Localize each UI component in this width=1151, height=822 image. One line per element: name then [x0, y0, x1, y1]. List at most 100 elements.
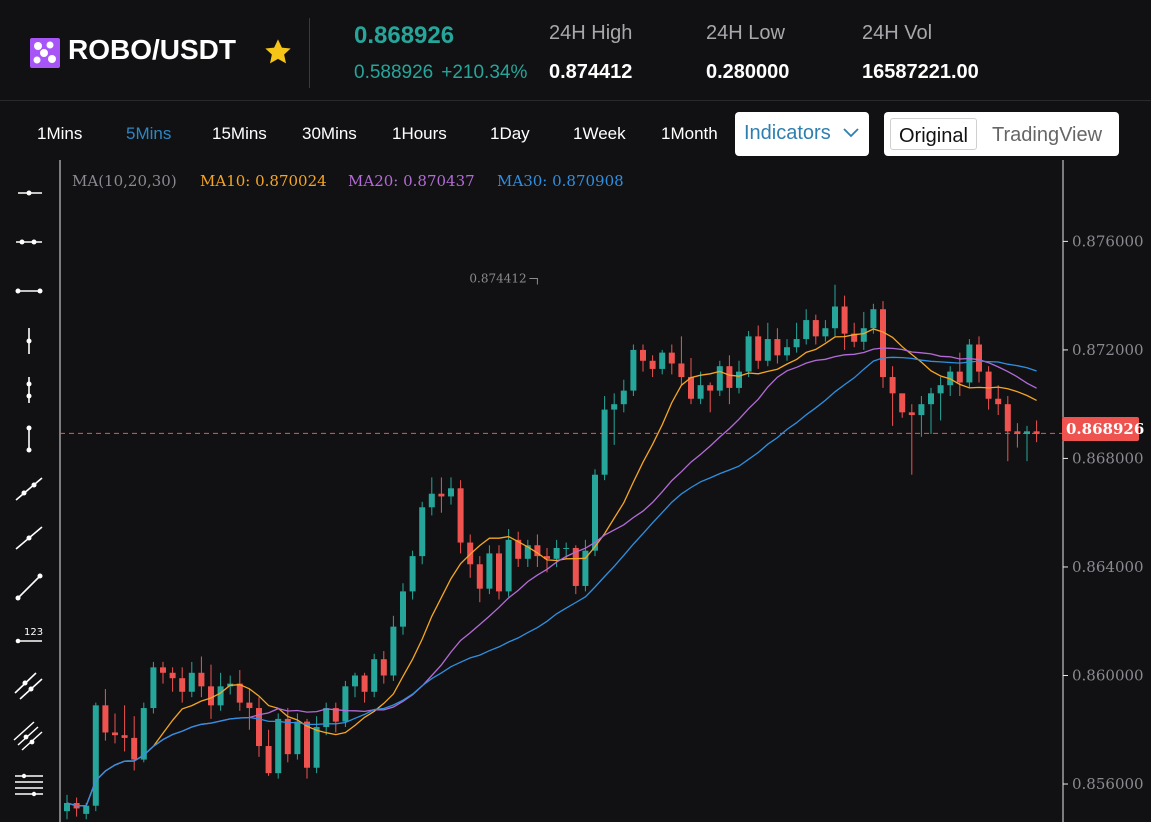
candle-body — [620, 390, 627, 405]
timeframe-15mins[interactable]: 15Mins — [212, 124, 267, 143]
price-tick-label: 0.864000 — [1072, 558, 1144, 576]
candle — [265, 729, 272, 776]
candle-body — [476, 564, 483, 589]
candle-body — [937, 385, 944, 394]
candle-body — [208, 686, 214, 706]
ma20-value: MA20: 0.870437 — [348, 172, 475, 190]
candle-body — [160, 667, 166, 673]
candle-body — [217, 686, 224, 706]
candle — [755, 325, 762, 369]
candle-body — [361, 675, 368, 692]
candle-body — [524, 545, 531, 559]
chevron-down-icon — [843, 128, 859, 138]
candle — [668, 344, 675, 375]
vertical-line-icon[interactable] — [12, 422, 46, 456]
triple-channel-icon[interactable] — [12, 718, 46, 752]
timeframe-1day[interactable]: 1Day — [490, 124, 530, 143]
candle — [304, 718, 310, 779]
candle — [380, 651, 387, 684]
candle — [198, 656, 205, 698]
timeframe-1month[interactable]: 1Month — [661, 124, 718, 143]
candlestick-chart[interactable]: 0.856000 0.860000 0.864000 0.868000 0.872000… — [0, 160, 1151, 822]
candle-body — [764, 339, 771, 361]
favorite-star-icon[interactable] — [262, 36, 294, 68]
indicators-dropdown[interactable]: Indicators — [735, 112, 869, 156]
price-tick-label: 0.876000 — [1072, 232, 1144, 250]
stat-value: 0.280000 — [706, 61, 790, 83]
stat-24h-vol: 24H Vol 16587221.00 — [862, 22, 979, 83]
horizontal-segment-icon[interactable] — [12, 274, 46, 308]
candle-body — [985, 371, 992, 399]
candle — [1004, 396, 1011, 462]
fibonacci-icon[interactable] — [12, 768, 46, 802]
candle — [956, 352, 963, 397]
candle — [995, 385, 1002, 416]
candle — [812, 314, 819, 345]
timeframe-30mins[interactable]: 30Mins — [302, 124, 357, 143]
candle — [774, 328, 781, 364]
candle-body — [179, 678, 186, 692]
high-price-marker: 0.874412 — [469, 271, 538, 285]
timeframe-toolbar: 1Mins 5Mins 15Mins 30Mins 1Hours 1Day 1W… — [0, 108, 1151, 160]
ma30-line — [66, 356, 1037, 807]
candle — [572, 545, 579, 595]
price-line-icon[interactable]: 123 — [12, 620, 46, 654]
candle — [899, 393, 906, 418]
candle-body — [784, 347, 790, 356]
candle-body — [400, 591, 406, 627]
candle-body — [275, 718, 282, 774]
candle — [928, 387, 934, 435]
ma-legend-title: MA(10,20,30) — [72, 172, 177, 190]
view-tradingview[interactable]: TradingView — [992, 124, 1103, 146]
candle — [208, 664, 214, 719]
timeframe-1week[interactable]: 1Week — [573, 124, 626, 143]
candle — [505, 528, 512, 597]
ray-icon[interactable] — [12, 472, 46, 506]
candle-body — [822, 328, 829, 337]
parallel-channel-icon[interactable] — [12, 669, 46, 703]
timeframe-1mins[interactable]: 1Mins — [37, 124, 83, 143]
candle-body — [640, 349, 646, 361]
candle-body — [332, 708, 339, 722]
candle-body — [928, 393, 934, 405]
view-original[interactable]: Original — [890, 118, 977, 150]
horizontal-line-icon[interactable] — [12, 225, 46, 259]
candle — [620, 379, 627, 413]
trend-line-icon[interactable] — [12, 521, 46, 555]
candle-body — [419, 507, 426, 557]
candle — [716, 360, 723, 397]
timeframe-5mins[interactable]: 5Mins — [126, 124, 172, 143]
vertical-segment-icon[interactable] — [12, 373, 46, 407]
candle — [150, 661, 157, 714]
price-tick-label: 0.856000 — [1072, 775, 1144, 793]
candle — [966, 339, 973, 388]
stat-24h-low: 24H Low 0.280000 — [706, 22, 789, 83]
candle — [534, 534, 541, 567]
candle — [92, 702, 99, 812]
candle-body — [611, 404, 618, 410]
ma30-value: MA30: 0.870908 — [497, 172, 624, 190]
candle — [1014, 423, 1021, 448]
segment-icon[interactable] — [12, 570, 46, 604]
candle — [448, 477, 454, 505]
candle — [937, 377, 944, 421]
candle-body — [668, 352, 675, 364]
horizontal-ray-icon[interactable] — [12, 176, 46, 210]
timeframe-1hours[interactable]: 1Hours — [392, 124, 447, 143]
high-marker-label: 0.874412 — [469, 271, 526, 285]
candle — [630, 344, 637, 397]
candle-body — [380, 659, 387, 676]
candle — [649, 355, 656, 378]
candle — [342, 680, 349, 728]
candle-body — [505, 539, 512, 592]
vertical-ray-icon[interactable] — [12, 324, 46, 358]
svg-text:123: 123 — [24, 627, 43, 638]
candle-body — [102, 705, 109, 733]
candle-body — [1014, 431, 1021, 435]
candle — [188, 661, 195, 698]
stat-value: 0.874412 — [549, 61, 633, 83]
candle-body — [112, 732, 118, 736]
candle-body — [880, 309, 886, 378]
candle-body — [323, 708, 330, 728]
candle — [140, 702, 147, 763]
